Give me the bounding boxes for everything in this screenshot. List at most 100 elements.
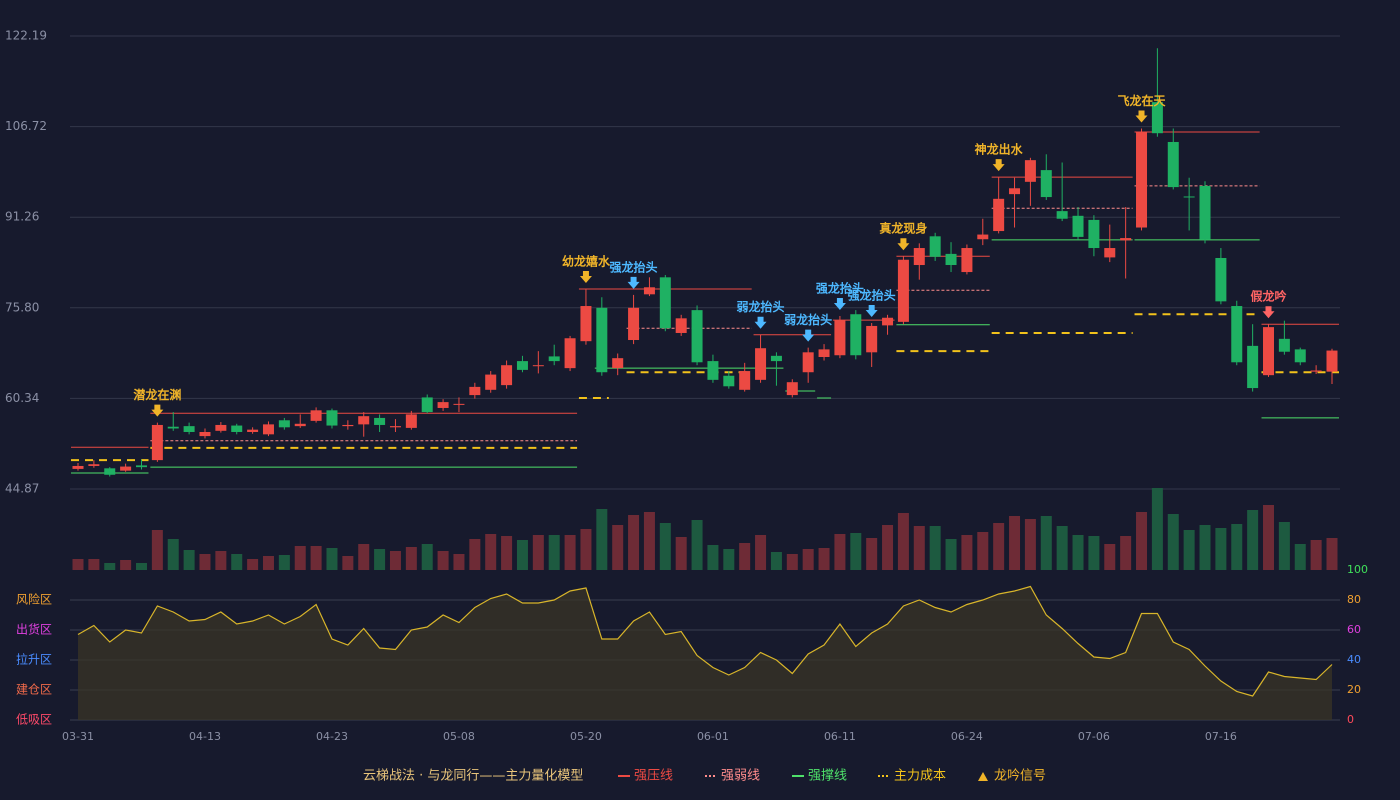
- signal-label: 强龙抬头: [848, 288, 896, 303]
- y-tick-label: 80: [1347, 593, 1361, 606]
- candle-body: [612, 358, 624, 369]
- candle-body: [453, 403, 465, 405]
- legend-label: 强压线: [634, 769, 673, 784]
- volume-bar: [342, 556, 354, 570]
- candle-body: [310, 410, 322, 421]
- signal-label: 潜龙在渊: [133, 387, 181, 402]
- candle-body: [151, 424, 163, 461]
- zone-label: 低吸区: [16, 713, 52, 727]
- zone-label: 拉升区: [16, 652, 52, 667]
- candle-body: [342, 424, 354, 427]
- candle-body: [628, 307, 640, 341]
- volume-bar: [1215, 528, 1227, 570]
- x-tick-label: 06-24: [951, 730, 983, 743]
- candle-body: [977, 234, 989, 240]
- y-tick-label: 40: [1347, 653, 1361, 666]
- x-tick-label: 06-11: [824, 730, 856, 743]
- volume-bar: [231, 554, 243, 570]
- volume-bar: [961, 535, 973, 570]
- volume-bar: [882, 525, 894, 570]
- volume-bar: [358, 544, 370, 570]
- candle-body: [104, 468, 116, 475]
- x-tick-label: 07-16: [1205, 730, 1237, 743]
- volume-bar: [278, 555, 290, 570]
- signal-arrow: [151, 404, 164, 417]
- candle-body: [247, 429, 259, 432]
- candle-body: [1151, 102, 1163, 134]
- volume-bar: [755, 535, 767, 570]
- candle-body: [501, 365, 513, 386]
- candle-body: [1167, 141, 1179, 188]
- candle-body: [596, 307, 608, 373]
- volume-bar: [1151, 488, 1163, 570]
- volume-bar: [421, 544, 433, 570]
- candle-body: [897, 259, 909, 322]
- zone-label: 出货区: [16, 622, 52, 637]
- candle-body: [1183, 196, 1195, 198]
- volume-bar: [1247, 510, 1259, 570]
- signal-label: 强龙抬头: [610, 259, 658, 274]
- signal-label: 神龙出水: [975, 142, 1024, 157]
- signal-arrow: [627, 276, 640, 289]
- volume-bar: [628, 515, 640, 570]
- volume-bar: [389, 551, 401, 570]
- volume-bar: [1278, 522, 1290, 570]
- candle-body: [834, 320, 846, 356]
- candle-body: [961, 248, 973, 273]
- x-tick-label: 04-23: [316, 730, 348, 743]
- candle-body: [580, 306, 592, 342]
- candle-body: [167, 426, 179, 429]
- volume-bar: [1088, 536, 1100, 570]
- candle-body: [866, 325, 878, 353]
- volume-bar: [913, 526, 925, 570]
- volume-bar: [310, 546, 322, 570]
- legend-label: 龙吟信号: [994, 768, 1046, 784]
- candle-body: [818, 349, 830, 358]
- candle-body: [389, 426, 401, 428]
- volume-bar: [723, 549, 735, 570]
- candle-body: [231, 425, 243, 432]
- candle-body: [548, 356, 560, 362]
- volume-bar: [104, 563, 116, 570]
- y-tick-label: 122.19: [5, 29, 47, 43]
- volume-bar: [1183, 530, 1195, 570]
- volume-bar: [120, 560, 132, 570]
- candle-body: [770, 355, 782, 362]
- signal-label: 弱龙抬头: [737, 299, 785, 314]
- candle-body: [88, 464, 100, 466]
- zone-label: 建仓区: [16, 683, 52, 697]
- signal-label: 幼龙嬉水: [562, 254, 611, 269]
- volume-bar: [72, 559, 84, 570]
- volume-bar: [326, 548, 338, 570]
- candle-body: [913, 248, 925, 266]
- candle-body: [723, 375, 735, 387]
- volume-bar: [247, 559, 259, 570]
- volume-bar: [294, 546, 306, 570]
- candle-body: [707, 361, 719, 380]
- candle-body: [516, 361, 528, 370]
- volume-bar: [993, 523, 1005, 570]
- signal-arrow: [992, 159, 1005, 172]
- candle-body: [1215, 257, 1227, 302]
- signal-label: 强龙抬头: [816, 280, 864, 295]
- volume-bar: [866, 538, 878, 570]
- signal-arrow: [754, 316, 767, 329]
- volume-bar: [802, 549, 814, 570]
- signal-arrow: [1262, 306, 1275, 319]
- candle-body: [1326, 350, 1338, 372]
- volume-bar: [532, 535, 544, 570]
- volume-bar: [151, 530, 163, 570]
- x-tick-label: 05-08: [443, 730, 475, 743]
- volume-bar: [929, 526, 941, 570]
- candle-body: [437, 402, 449, 408]
- candle-body: [755, 348, 767, 380]
- volume-bar: [834, 534, 846, 570]
- candle-body: [739, 371, 751, 390]
- volume-bar: [850, 533, 862, 570]
- candle-body: [882, 317, 894, 326]
- candle-body: [405, 414, 417, 428]
- volume-bar: [564, 535, 576, 570]
- indicator-area: [78, 586, 1332, 720]
- indicator-line: [77, 585, 1333, 697]
- candle-body: [120, 466, 132, 471]
